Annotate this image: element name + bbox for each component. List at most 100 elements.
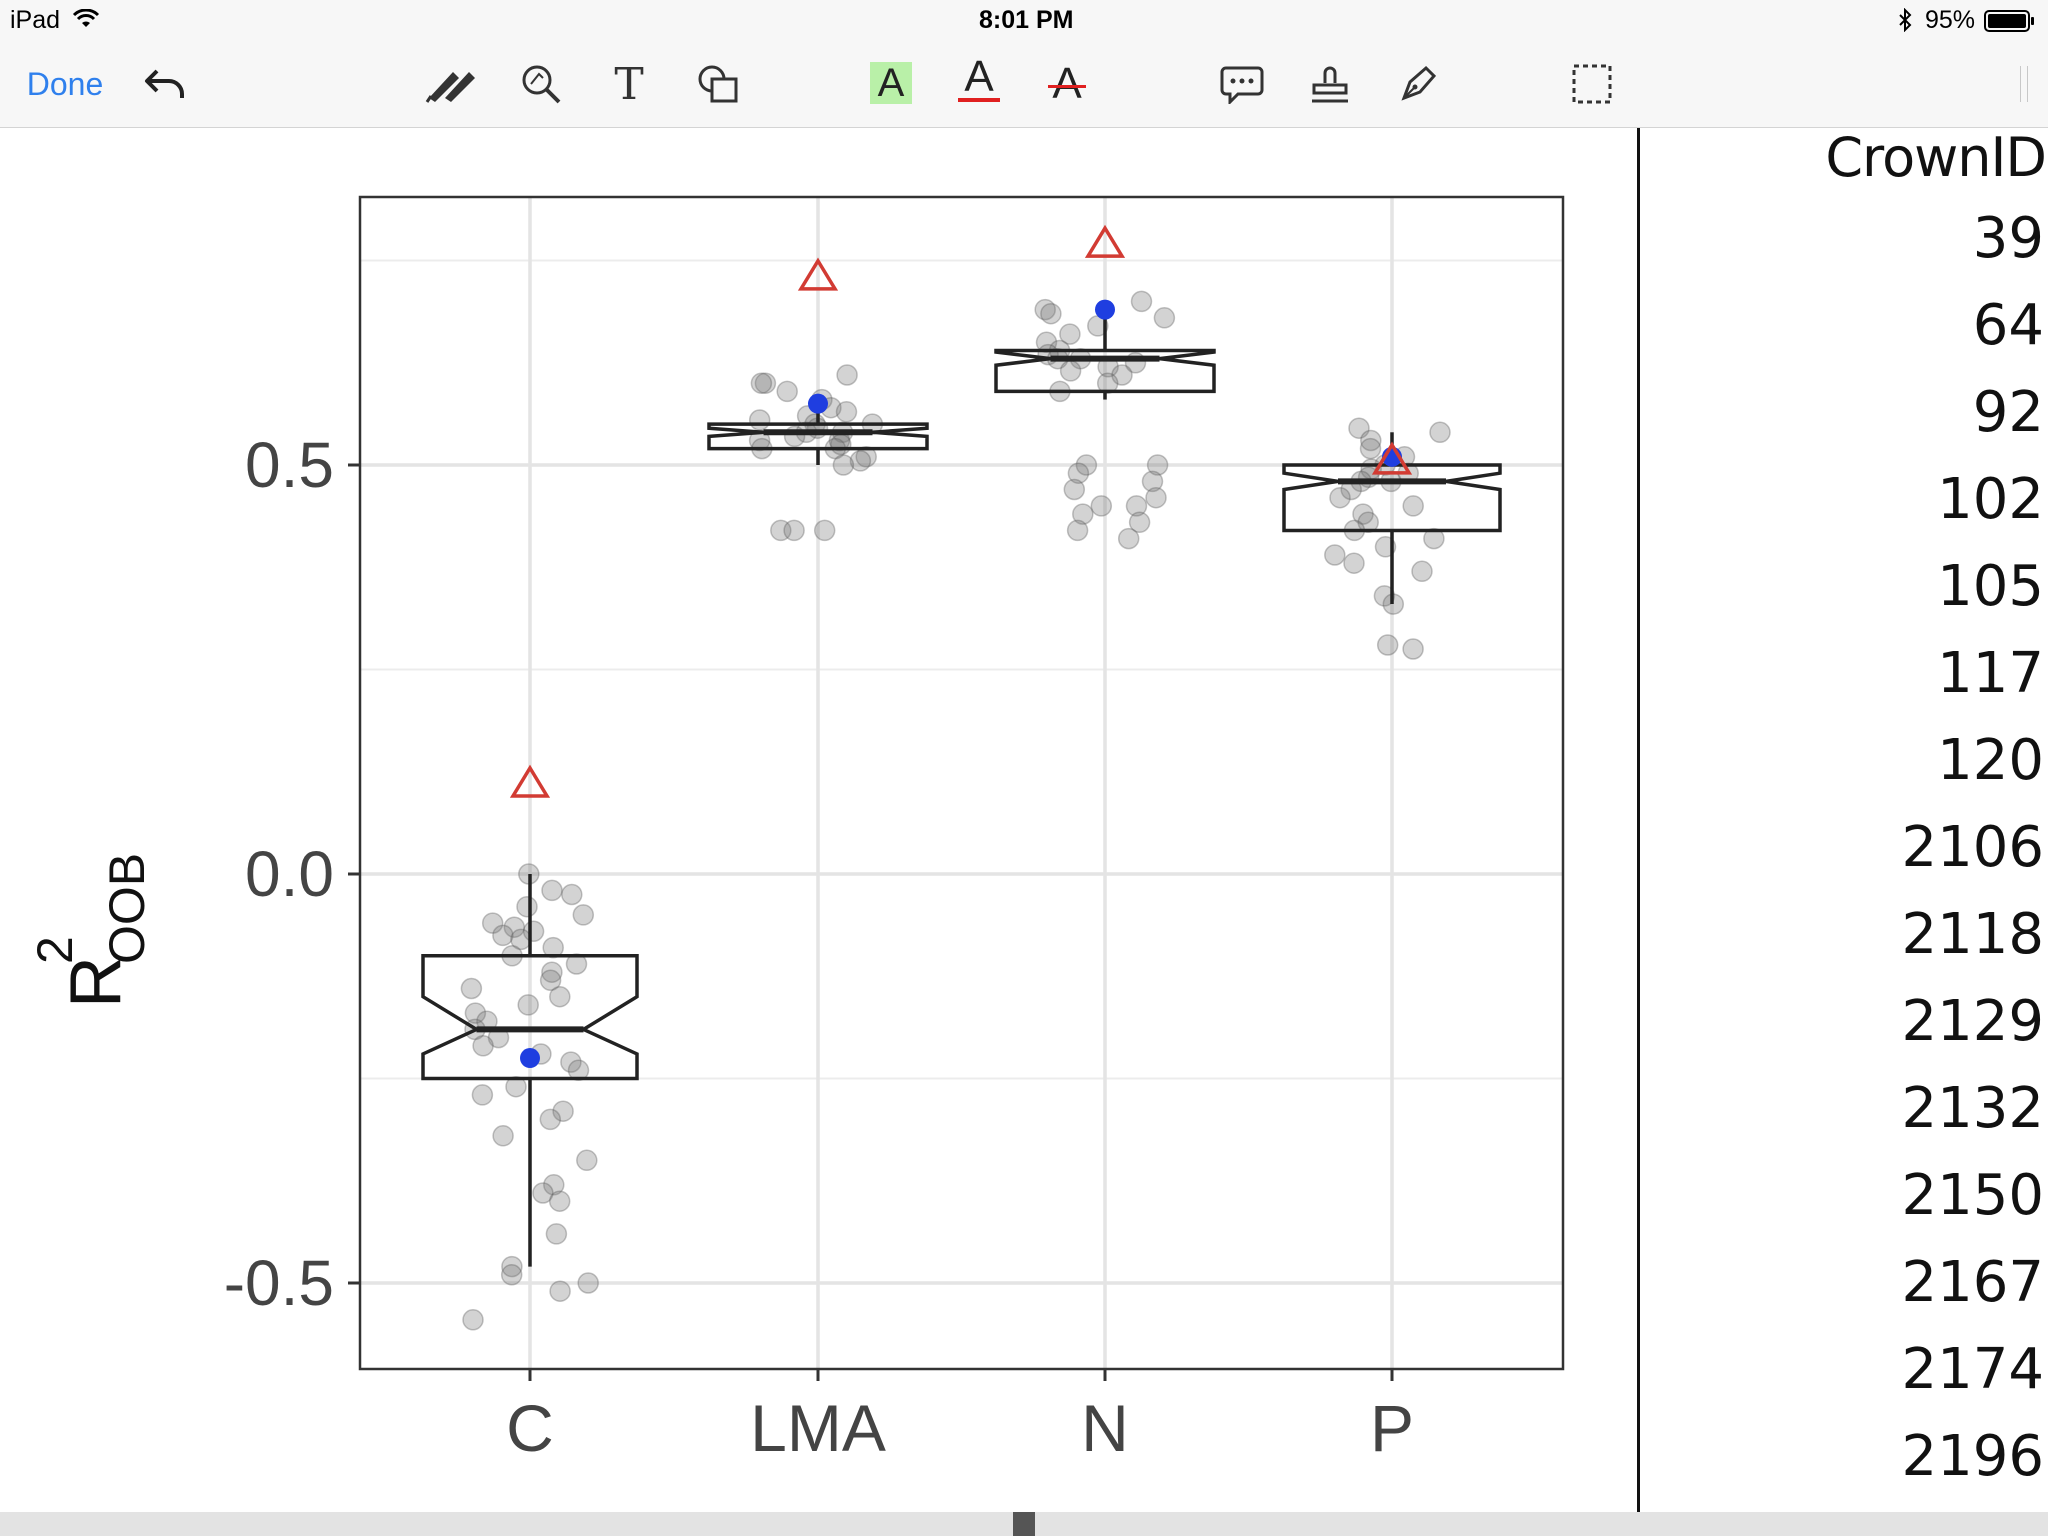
notched-box <box>421 954 639 1081</box>
data-point <box>1075 454 1098 476</box>
data-point <box>1066 519 1089 542</box>
undo-arrow-icon[interactable] <box>140 59 190 109</box>
data-point <box>1072 503 1094 525</box>
data-point <box>754 372 777 394</box>
data-point <box>1402 495 1424 517</box>
strikethrough-glyph: A <box>1052 59 1082 108</box>
data-point <box>1059 360 1082 382</box>
data-point <box>561 883 583 906</box>
data-point <box>503 916 526 938</box>
boxes <box>421 309 1502 1267</box>
battery-icon <box>1984 10 2036 37</box>
data-point <box>492 924 514 947</box>
y-axis-title-superscript: 2 <box>27 936 83 964</box>
column-divider <box>1637 128 1640 1516</box>
triangle-marker <box>1371 441 1413 475</box>
data-point <box>541 961 563 983</box>
data-point <box>516 895 538 918</box>
text-icon[interactable]: T <box>614 58 644 110</box>
markers <box>509 224 1413 1069</box>
data-point <box>541 879 563 902</box>
triangle-marker <box>1084 224 1126 258</box>
crownid-cell: 39 <box>1972 206 2044 271</box>
signature-icon[interactable] <box>1392 59 1444 109</box>
crownid-cell: 120 <box>1937 728 2044 793</box>
data-point <box>572 904 595 926</box>
triangle-marker <box>797 257 839 291</box>
data-point <box>1090 495 1113 517</box>
toolbar-grip[interactable] <box>2020 66 2028 102</box>
data-point <box>1376 634 1399 656</box>
data-point <box>472 1035 494 1057</box>
magnifier-icon[interactable] <box>515 59 567 109</box>
crownid-cell: 2174 <box>1901 1337 2044 1402</box>
shapes-icon[interactable] <box>690 59 746 109</box>
data-point <box>501 1255 523 1278</box>
data-point <box>770 519 792 542</box>
data-point <box>552 1100 574 1122</box>
data-point <box>542 936 564 959</box>
y-tick-label: 0.0 <box>245 838 334 910</box>
data-point <box>1034 298 1056 321</box>
data-point <box>517 994 539 1016</box>
y-tick-label: -0.5 <box>224 1247 334 1319</box>
data-point <box>1096 372 1119 394</box>
data-point <box>748 409 771 431</box>
scroll-handle[interactable] <box>1013 1512 1035 1536</box>
x-tick-label: N <box>1081 1391 1129 1465</box>
highlight-icon[interactable]: A <box>870 61 912 105</box>
plot-panel-border <box>358 195 1565 1371</box>
comment-icon[interactable] <box>1216 59 1268 109</box>
data-point <box>1035 331 1058 354</box>
data-point <box>1357 511 1379 534</box>
data-point <box>576 1149 598 1172</box>
data-point <box>1359 437 1382 460</box>
data-point <box>539 1108 562 1131</box>
data-point <box>1059 323 1081 345</box>
data-point <box>1352 503 1374 525</box>
data-point <box>545 1223 568 1245</box>
crownid-cell: 92 <box>1972 380 2044 445</box>
blue-point <box>808 393 828 414</box>
crownid-cell: 2129 <box>1901 989 2044 1054</box>
data-point <box>1145 486 1167 509</box>
x-tick-label: LMA <box>750 1391 886 1465</box>
data-point <box>1423 527 1445 550</box>
battery-percent: 95% <box>1925 6 1976 34</box>
data-point <box>505 1075 527 1098</box>
y-axis-title-subscript: OOB <box>99 853 155 964</box>
data-point <box>1343 552 1365 574</box>
done-button[interactable]: Done <box>26 65 104 102</box>
data-point <box>1063 478 1086 501</box>
blue-point <box>1095 299 1115 320</box>
data-point <box>549 985 571 1008</box>
pen-icon[interactable] <box>420 59 486 109</box>
crownid-cell: 2106 <box>1901 815 2044 880</box>
blue-point <box>520 1048 540 1069</box>
strikethrough-icon[interactable]: A <box>1046 59 1088 109</box>
crownid-cell: 2132 <box>1901 1076 2044 1141</box>
data-point <box>776 380 798 403</box>
underline-icon[interactable]: A <box>958 52 1000 102</box>
data-point <box>1329 486 1351 509</box>
data-point <box>1146 454 1169 476</box>
notched-box <box>1282 463 1502 533</box>
notched-box <box>994 348 1216 394</box>
y-axis-title-main: R <box>56 956 136 1008</box>
data-point <box>836 364 858 386</box>
data-point <box>577 1272 599 1294</box>
stamp-icon[interactable] <box>1304 59 1356 109</box>
crownid-cell: 102 <box>1937 467 2044 532</box>
data-point <box>1040 302 1062 325</box>
data-point <box>1153 307 1176 329</box>
axes: 0.5 0.0 -0.5 C LMA N P <box>224 429 1414 1465</box>
data-point <box>783 519 805 542</box>
selection-icon[interactable] <box>1568 59 1616 109</box>
data-point <box>832 454 855 476</box>
data-point <box>549 1280 571 1302</box>
data-point <box>1402 638 1424 660</box>
bluetooth-icon <box>1898 7 1912 37</box>
jitter-points <box>460 290 1451 1331</box>
data-point <box>1117 527 1140 550</box>
data-point <box>1141 470 1164 493</box>
